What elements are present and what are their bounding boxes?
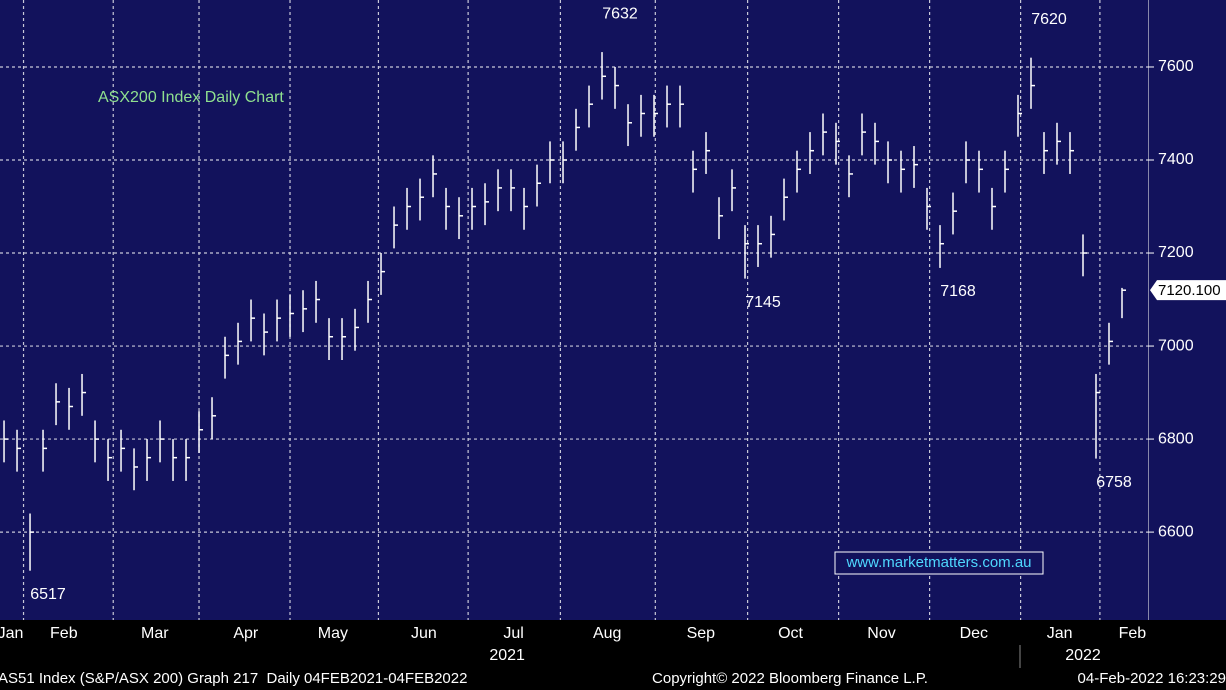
x-tick-label: Jan bbox=[0, 625, 23, 642]
y-tick-label: 6600 bbox=[1158, 523, 1194, 540]
footer-center: Copyright© 2022 Bloomberg Finance L.P. bbox=[652, 670, 928, 687]
footer-right: 04-Feb-2022 16:23:29 bbox=[1078, 670, 1226, 687]
x-tick-label: Dec bbox=[960, 625, 988, 642]
price-tag-label: 7120.100 bbox=[1158, 282, 1221, 299]
annotation: 7168 bbox=[940, 283, 976, 300]
annotation: 6517 bbox=[30, 586, 66, 603]
x-tick-label: Jul bbox=[503, 625, 523, 642]
plot-area bbox=[0, 0, 1148, 620]
x-tick-label: Apr bbox=[233, 625, 259, 642]
x-tick-label: Sep bbox=[687, 625, 716, 642]
annotation: 6758 bbox=[1096, 474, 1132, 491]
y-tick-label: 7600 bbox=[1158, 58, 1194, 75]
annotation: 7632 bbox=[602, 5, 638, 22]
annotation: 7145 bbox=[745, 294, 781, 311]
x-tick-label: Oct bbox=[778, 625, 803, 642]
year-label: 2021 bbox=[489, 647, 525, 664]
watermark: www.marketmatters.com.au bbox=[845, 554, 1031, 571]
y-tick-label: 7200 bbox=[1158, 244, 1194, 261]
footer-left: AS51 Index (S&P/ASX 200) Graph 217 Daily… bbox=[0, 670, 467, 687]
watermark-box bbox=[834, 551, 1044, 575]
annotation: 7620 bbox=[1031, 11, 1067, 28]
chart-title: ASX200 Index Daily Chart bbox=[98, 89, 284, 106]
x-tick-label: May bbox=[318, 625, 348, 642]
y-tick-label: 7000 bbox=[1158, 337, 1194, 354]
year-label: 2022 bbox=[1065, 647, 1101, 664]
x-tick-label: Mar bbox=[141, 625, 169, 642]
x-tick-label: Feb bbox=[1119, 625, 1147, 642]
y-tick-label: 6800 bbox=[1158, 430, 1194, 447]
x-tick-label: Jan bbox=[1047, 625, 1073, 642]
x-tick-label: Aug bbox=[593, 625, 621, 642]
x-tick-label: Nov bbox=[867, 625, 895, 642]
bars bbox=[3, 52, 1127, 571]
y-tick-label: 7400 bbox=[1158, 151, 1194, 168]
axis-area bbox=[1148, 0, 1226, 620]
grid bbox=[0, 0, 1148, 620]
price-tag bbox=[1150, 280, 1226, 301]
x-tick-label: Jun bbox=[411, 625, 437, 642]
x-tick-label: Feb bbox=[50, 625, 78, 642]
footer-area bbox=[0, 620, 1226, 690]
